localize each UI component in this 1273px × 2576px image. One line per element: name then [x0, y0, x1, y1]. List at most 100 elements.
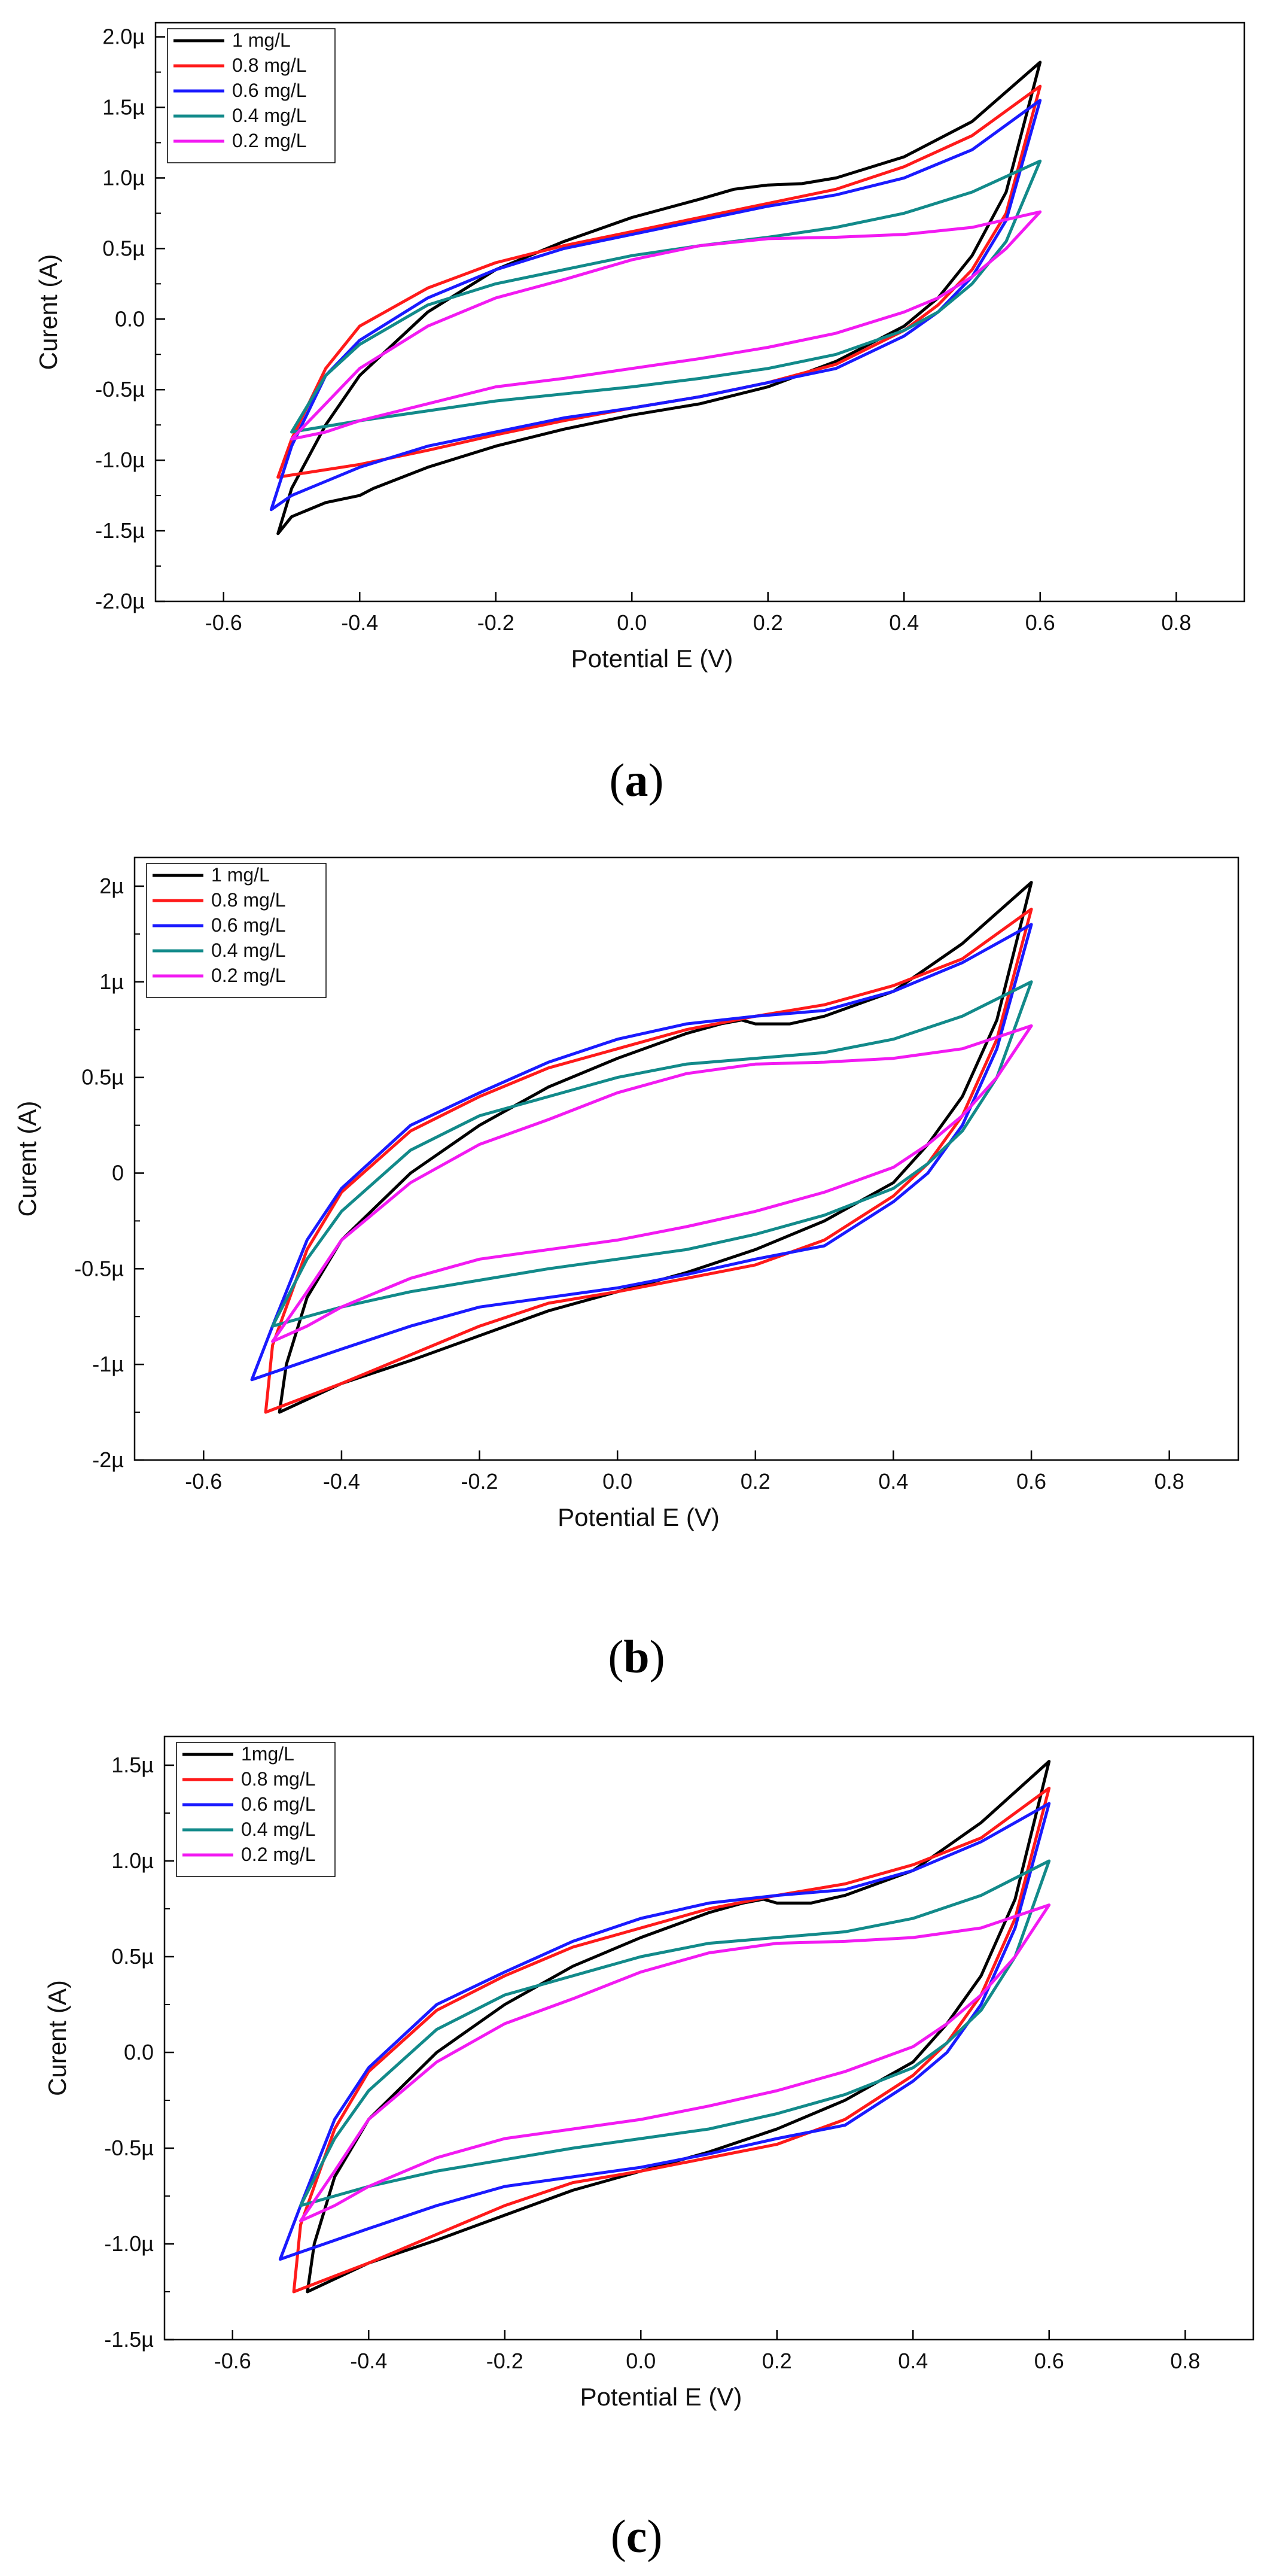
x-tick-label: 0.2 [753, 610, 783, 635]
x-tick-label: 0.6 [1034, 2349, 1064, 2373]
y-tick-label: -0.5µ [95, 377, 145, 402]
series-line-0-4-mg-l [290, 159, 1042, 434]
x-tick-label: 0.8 [1155, 1469, 1184, 1494]
y-tick-label: 1.5µ [111, 1753, 154, 1777]
x-tick-label: 0.2 [741, 1469, 770, 1494]
series-line-0-2-mg-l [299, 1903, 1051, 2223]
series-line-0-6-mg-l [250, 923, 1033, 1382]
y-tick-label: -1.0µ [95, 448, 145, 472]
x-tick-label: 0.4 [878, 1469, 908, 1494]
series-line-0-2-mg-l [290, 210, 1042, 441]
x-tick-label: 0.6 [1016, 1469, 1046, 1494]
caption-open: ( [608, 1631, 623, 1683]
panel-caption: (a) [610, 754, 664, 806]
chart-b: -0.6 -0.4 -0.2 0.0 0.2 0.4 0.6 0.8 -2µ -1µ -0.5µ 0 0… [13, 856, 1240, 1683]
legend-label: 0.2 mg/L [232, 130, 307, 151]
legend-label: 0.8 mg/L [241, 1768, 316, 1790]
y-tick-label: 0 [112, 1160, 124, 1185]
legend-label: 0.6 mg/L [211, 914, 286, 936]
caption-close: ) [647, 2510, 662, 2562]
y-tick-label: 2µ [99, 874, 124, 898]
y-tick-label: 0.5µ [102, 236, 145, 260]
caption-close: ) [650, 1631, 665, 1683]
x-tick-label: 0.8 [1170, 2349, 1200, 2373]
x-tick-label: -0.6 [205, 610, 242, 635]
x-tick-label: 0.4 [889, 610, 919, 635]
x-tick-label: -0.4 [341, 610, 378, 635]
y-axis-title: Curent (A) [43, 1980, 71, 2096]
x-tick-label: 0.0 [626, 2349, 656, 2373]
series-line-0-4-mg-l [299, 1859, 1051, 2207]
caption-close: ) [648, 754, 664, 806]
y-tick-label: 1.0µ [102, 165, 145, 190]
y-tick-label: -1.0µ [104, 2231, 154, 2256]
caption-open: ( [611, 2510, 626, 2562]
chart-c: -0.6 -0.4 -0.2 0.0 0.2 0.4 0.6 0.8 -1.5µ -1.0µ -0.… [43, 1735, 1254, 2562]
y-tick-label: -2µ [92, 1447, 124, 1472]
panel-caption: (c) [611, 2510, 663, 2562]
x-tick-label: -0.4 [350, 2349, 387, 2373]
x-tick-label: -0.4 [323, 1469, 360, 1494]
legend-label: 0.2 mg/L [241, 1844, 316, 1865]
y-axis-title: Curent (A) [13, 1101, 41, 1217]
x-tick-label: -0.2 [477, 610, 514, 635]
plot-frame [154, 22, 1245, 603]
caption-letter: c [626, 2510, 647, 2562]
legend-label: 1 mg/L [211, 864, 270, 886]
x-axis-title: Potential E (V) [580, 2383, 742, 2411]
series-line-0-8-mg-l [276, 84, 1042, 479]
y-tick-label: 1.5µ [102, 95, 145, 120]
y-tick-label: -2.0µ [95, 589, 145, 613]
y-tick-label: 2.0µ [102, 25, 145, 49]
y-tick-label: -0.5µ [104, 2136, 154, 2160]
x-tick-label: -0.2 [461, 1469, 498, 1494]
x-tick-label: -0.6 [185, 1469, 222, 1494]
y-tick-label: 0.0 [115, 306, 145, 331]
x-tick-label: -0.2 [486, 2349, 523, 2373]
plot-frame [163, 1735, 1254, 2341]
series-line-1-mg-l [276, 60, 1042, 536]
plot-frame [133, 856, 1240, 1461]
legend-label: 0.8 mg/L [211, 889, 286, 911]
series-line-0-8-mg-l [292, 1786, 1051, 2294]
x-tick-label: 0.0 [617, 610, 647, 635]
y-tick-label: -1µ [92, 1352, 124, 1376]
series-line-0-4-mg-l [271, 980, 1033, 1328]
caption-letter: a [625, 754, 648, 806]
x-tick-label: 0.2 [762, 2349, 792, 2373]
series-line-0-2-mg-l [271, 1024, 1033, 1343]
x-tick-label: 0.4 [898, 2349, 928, 2373]
x-tick-label: 0.8 [1161, 610, 1191, 635]
series-line-0-8-mg-l [264, 907, 1033, 1414]
x-axis-title: Potential E (V) [571, 644, 733, 673]
legend-label: 0.8 mg/L [232, 54, 307, 76]
x-tick-label: 0.0 [602, 1469, 632, 1494]
panel-caption: (b) [608, 1631, 665, 1683]
series-line-0-6-mg-l [278, 1802, 1051, 2261]
x-tick-label: -0.6 [214, 2349, 251, 2373]
y-axis-title: Curent (A) [34, 254, 62, 370]
y-tick-label: 1.0µ [111, 1848, 154, 1873]
legend-label: 0.6 mg/L [232, 80, 307, 101]
legend-label: 0.4 mg/L [232, 105, 307, 126]
chart-a: -0.6 -0.4 -0.2 0.0 0.2 0.4 0.6 0.8 -2.0µ -1.5µ -1.… [34, 22, 1245, 806]
y-tick-label: 0.5µ [111, 1944, 154, 1969]
legend-label: 1 mg/L [232, 29, 291, 51]
y-tick-label: 1µ [99, 969, 124, 994]
legend-label: 0.4 mg/L [241, 1818, 316, 1840]
x-tick-label: 0.6 [1025, 610, 1055, 635]
y-tick-label: 0.5µ [81, 1065, 124, 1090]
legend-label: 1mg/L [241, 1743, 294, 1765]
caption-open: ( [610, 754, 625, 806]
y-tick-label: -1.5µ [104, 2327, 154, 2352]
x-axis-title: Potential E (V) [558, 1503, 720, 1531]
y-tick-label: 0.0 [124, 2040, 154, 2064]
legend-label: 0.4 mg/L [211, 939, 286, 961]
y-tick-label: -1.5µ [95, 518, 145, 543]
y-tick-label: -0.5µ [74, 1256, 124, 1281]
legend-label: 0.2 mg/L [211, 965, 286, 986]
legend-label: 0.6 mg/L [241, 1793, 316, 1815]
caption-letter: b [623, 1631, 649, 1683]
